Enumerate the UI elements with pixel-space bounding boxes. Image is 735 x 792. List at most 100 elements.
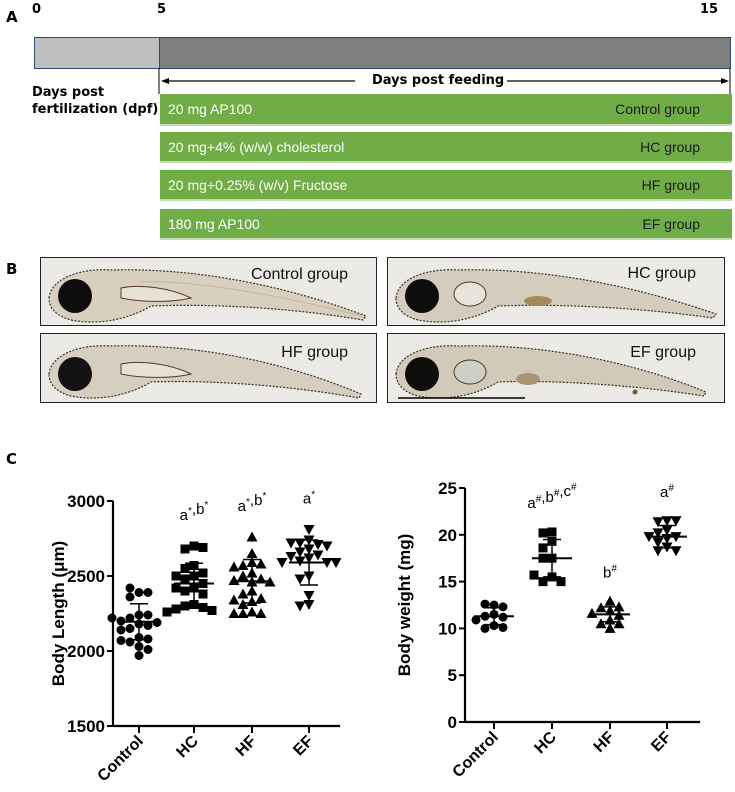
larva-illustration <box>48 345 362 399</box>
data-point <box>670 546 682 557</box>
data-point <box>498 602 508 612</box>
data-point <box>237 608 249 618</box>
data-point <box>303 591 315 601</box>
feeding-timeline-bar <box>159 37 731 69</box>
x-tick-label: Control <box>95 733 147 785</box>
data-point <box>670 516 682 527</box>
group-name: Control group <box>615 101 700 117</box>
data-point <box>652 537 664 548</box>
data-point <box>604 622 616 633</box>
y-tick-label: 2500 <box>67 567 105 586</box>
larva-image-hc: HC group <box>387 257 725 326</box>
significance-label: a#,b#,c# <box>527 482 577 512</box>
data-point <box>189 541 199 551</box>
group-diet: 20 mg AP100 <box>168 101 253 117</box>
data-point <box>134 642 144 651</box>
data-point <box>143 588 153 597</box>
data-point <box>246 548 258 558</box>
data-point <box>180 544 190 554</box>
data-point <box>330 558 342 568</box>
data-point <box>613 618 625 629</box>
arrow-left-head <box>161 78 169 84</box>
panel-a-letter: A <box>6 8 18 26</box>
y-tick-label: 3000 <box>67 492 105 511</box>
y-tick-label: 0 <box>448 713 457 732</box>
data-point <box>198 603 208 612</box>
y-tick-label: 15 <box>438 573 457 592</box>
feeding-label: Days post feeding <box>372 73 505 88</box>
image-label: EF group <box>630 344 696 361</box>
data-point <box>652 546 664 557</box>
data-point <box>312 550 324 561</box>
larva-illustration <box>395 269 717 323</box>
data-point <box>595 618 607 629</box>
group-name: HF group <box>641 176 700 193</box>
data-point <box>107 613 117 623</box>
data-point <box>547 527 557 537</box>
larva-illustration <box>48 269 367 323</box>
data-point <box>471 615 481 625</box>
data-point <box>180 574 190 584</box>
data-point <box>125 583 135 593</box>
y-tick-label: 20 <box>438 526 457 545</box>
significance-label: b# <box>603 563 617 581</box>
group-diet: 180 mg AP100 <box>168 215 260 232</box>
data-point <box>125 592 135 602</box>
data-point <box>180 586 190 596</box>
data-point <box>198 589 208 599</box>
data-point <box>134 588 144 597</box>
data-point <box>207 606 217 615</box>
data-point <box>255 593 267 603</box>
data-point <box>228 594 240 605</box>
group-bar-ef: 180 mg AP100 EF group <box>160 209 732 240</box>
y-tick-label: 1500 <box>67 717 105 736</box>
group-diet: 20 mg+0.25% (w/v) Fructose <box>168 176 348 193</box>
data-point <box>143 621 153 630</box>
data-point <box>285 538 297 549</box>
body-weight-chart: 0 5 10 15 20 25 Body weight (mg) Control HC HF EF a… <box>395 479 700 781</box>
x-tick-label: HF <box>591 729 618 756</box>
data-point <box>228 608 240 618</box>
data-point <box>294 538 306 549</box>
x-tick-label: HC <box>531 728 560 757</box>
y-axis-label: Body Length (μm) <box>49 541 68 686</box>
larva-image-control: Control group <box>40 257 377 326</box>
y-axis-label: Body weight (mg) <box>395 534 414 677</box>
group-name: HC group <box>640 138 700 155</box>
data-point <box>321 541 333 552</box>
significance-label: a*,b* <box>238 491 267 515</box>
panel-c-letter: C <box>6 450 18 468</box>
data-point <box>604 595 616 606</box>
significance-label: a*,b* <box>180 500 209 524</box>
body-length-chart: 1500 2000 2500 3000 Body Length (μm) Control H… <box>49 490 342 785</box>
data-point <box>171 583 181 593</box>
data-point <box>162 607 172 617</box>
dpf-label: Days post fertilization (dpf) <box>32 84 158 118</box>
larva-image-hf: HF group <box>40 333 377 403</box>
y-tick-label: 5 <box>448 666 457 685</box>
data-point <box>652 528 664 539</box>
data-point <box>255 558 267 569</box>
x-tick-label: EF <box>648 729 675 756</box>
data-point <box>294 601 306 612</box>
data-point <box>294 574 306 585</box>
group-name: EF group <box>642 215 700 232</box>
data-point <box>198 568 208 578</box>
timeline-tick-0: 0 <box>32 2 42 17</box>
x-tick-label: EF <box>290 733 317 760</box>
data-point <box>586 607 598 618</box>
data-point <box>171 571 181 581</box>
arrow-right-head <box>721 78 729 84</box>
data-point <box>143 645 153 654</box>
data-point <box>285 552 297 562</box>
data-point <box>489 621 499 631</box>
data-point <box>125 624 135 633</box>
group-bar-control: 20 mg AP100 Control group <box>160 94 732 126</box>
dpf-label-line1: Days post <box>32 85 105 100</box>
data-point <box>652 517 664 528</box>
group-bar-hf: 20 mg+0.25% (w/v) Fructose HF group <box>160 170 732 201</box>
y-tick-label: 2000 <box>67 642 105 661</box>
data-point <box>143 610 153 620</box>
data-point <box>480 623 490 633</box>
data-point <box>237 570 249 581</box>
